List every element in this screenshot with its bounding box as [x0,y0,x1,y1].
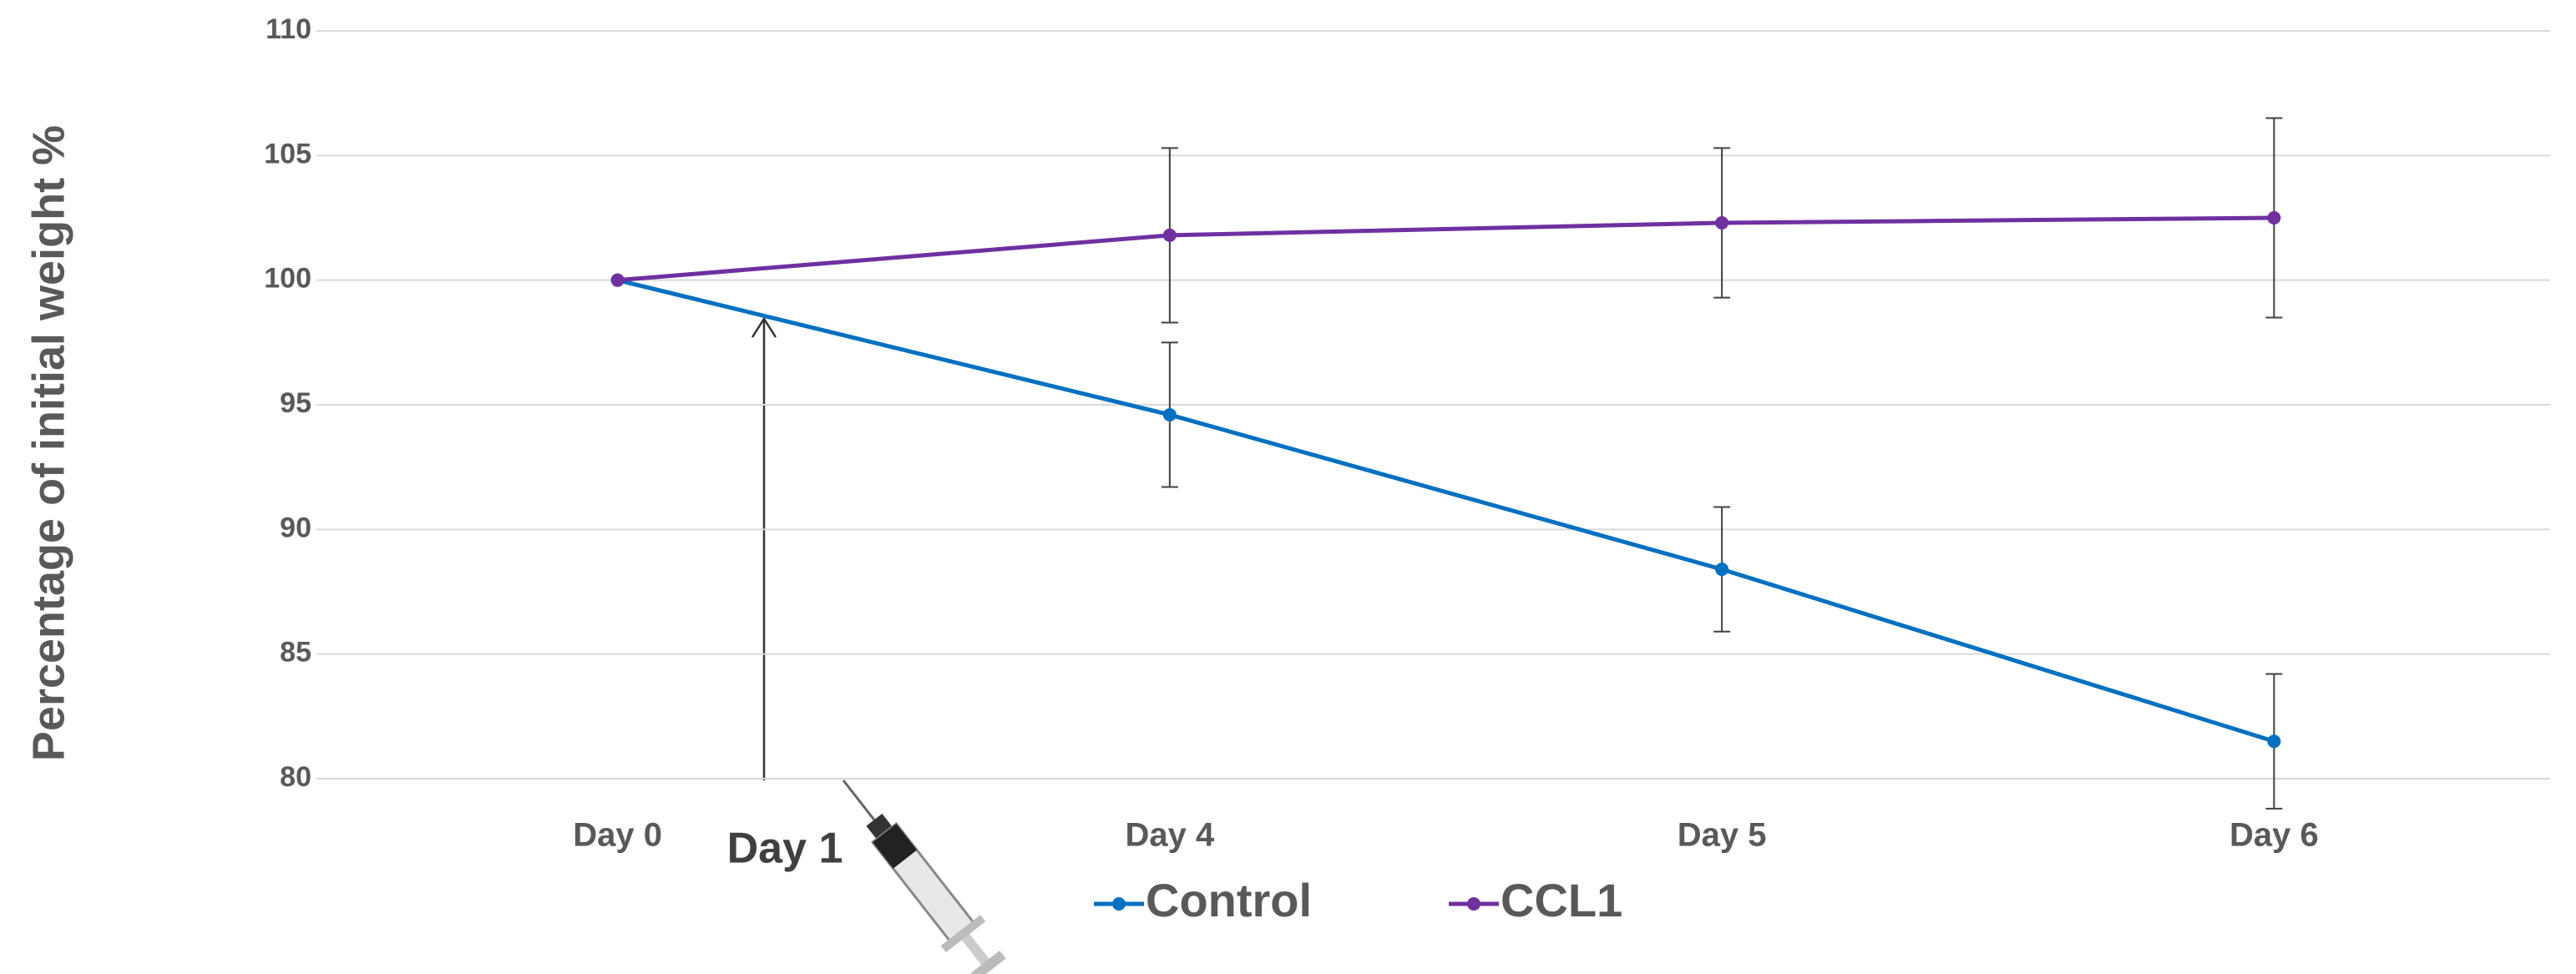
y-tick-label: 100 [264,263,311,295]
data-point [2267,211,2280,225]
x-tick-label: Day 4 [1126,817,1215,854]
data-point [2267,734,2280,748]
data-point [1715,563,1728,576]
legend-label: Control [1146,874,1312,926]
x-tick-label: Day 6 [2229,817,2319,854]
y-axis-label: Percentage of initial weight % [23,125,73,761]
syringe-icon [823,765,1011,974]
y-tick-label: 80 [280,761,311,793]
data-point [1715,216,1728,230]
legend-label: CCL1 [1501,874,1622,926]
chart: Percentage of initial weight % Day 1 80 8… [0,0,2576,974]
x-tick-label: Day 5 [1678,817,1767,854]
page: Percentage of initial weight % Day 1 80 8… [0,0,2576,974]
legend-marker [1467,897,1480,911]
legend-marker [1112,897,1126,911]
y-tick-label: 90 [280,512,311,543]
series-line [618,218,2275,280]
data-point [611,274,625,287]
y-tick-label: 95 [280,387,311,419]
annotation: Day 1 [727,825,843,873]
x-tick-label: Day 0 [573,817,662,854]
y-tick-label: 105 [264,138,311,169]
data-point [1163,408,1177,421]
series-line [618,280,2275,742]
data-point [1163,229,1177,242]
y-tick-label: 110 [266,13,311,45]
y-tick-label: 85 [280,637,311,669]
